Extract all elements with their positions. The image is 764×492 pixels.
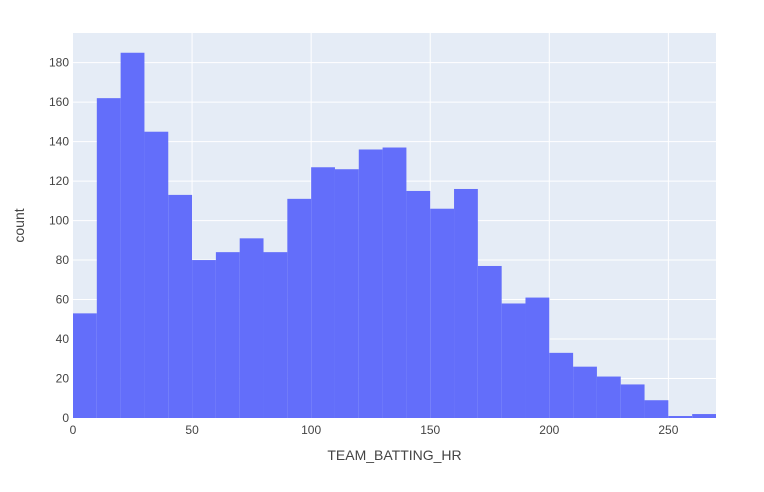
y-tick-label: 140 (49, 135, 69, 149)
histogram-bars (73, 52, 716, 419)
histogram-bar[interactable] (406, 190, 431, 418)
y-tick-label: 120 (49, 174, 69, 188)
histogram-bar[interactable] (525, 297, 550, 418)
histogram-bar[interactable] (168, 194, 193, 418)
histogram-bar[interactable] (644, 400, 669, 418)
histogram-bar[interactable] (215, 252, 240, 418)
histogram-bar[interactable] (358, 149, 383, 418)
histogram-bar[interactable] (692, 414, 716, 418)
y-tick-label: 80 (56, 253, 70, 267)
histogram-bar[interactable] (73, 313, 97, 418)
histogram-bar[interactable] (596, 376, 621, 418)
histogram-bar[interactable] (549, 352, 574, 418)
y-tick-label: 40 (56, 332, 70, 346)
y-axis-title: count (11, 208, 27, 242)
x-tick-label: 200 (539, 423, 559, 437)
y-tick-label: 160 (49, 95, 69, 109)
x-tick-label: 50 (185, 423, 199, 437)
histogram-bar[interactable] (620, 384, 645, 418)
histogram-bar[interactable] (239, 238, 264, 418)
histogram-bar[interactable] (287, 198, 312, 418)
histogram-bar[interactable] (454, 188, 478, 418)
histogram-bar[interactable] (311, 167, 335, 418)
y-axis-ticks: 0 20 40 60 80 100 120 140 160 180 (49, 56, 69, 425)
histogram-bar[interactable] (501, 303, 526, 418)
histogram-bar[interactable] (477, 265, 502, 418)
histogram-bar[interactable] (573, 366, 597, 418)
histogram-bar[interactable] (430, 208, 455, 418)
histogram-bar[interactable] (120, 52, 145, 418)
x-tick-label: 100 (301, 423, 321, 437)
y-tick-label: 20 (56, 372, 70, 386)
x-axis-title: TEAM_BATTING_HR (327, 447, 461, 463)
histogram-bar[interactable] (144, 131, 169, 418)
histogram-bar[interactable] (668, 416, 693, 418)
histogram-bar[interactable] (192, 260, 216, 418)
y-tick-label: 180 (49, 56, 69, 70)
x-tick-label: 0 (70, 423, 77, 437)
y-tick-label: 100 (49, 214, 69, 228)
y-tick-label: 60 (56, 293, 70, 307)
histogram-bar[interactable] (96, 98, 121, 419)
x-axis-ticks: 0 50 100 150 200 250 (70, 423, 679, 437)
histogram-bar[interactable] (334, 169, 359, 418)
histogram-bar[interactable] (382, 147, 407, 418)
histogram-bar[interactable] (263, 252, 288, 418)
y-tick-label: 0 (62, 411, 69, 425)
x-tick-label: 250 (658, 423, 678, 437)
x-tick-label: 150 (420, 423, 440, 437)
